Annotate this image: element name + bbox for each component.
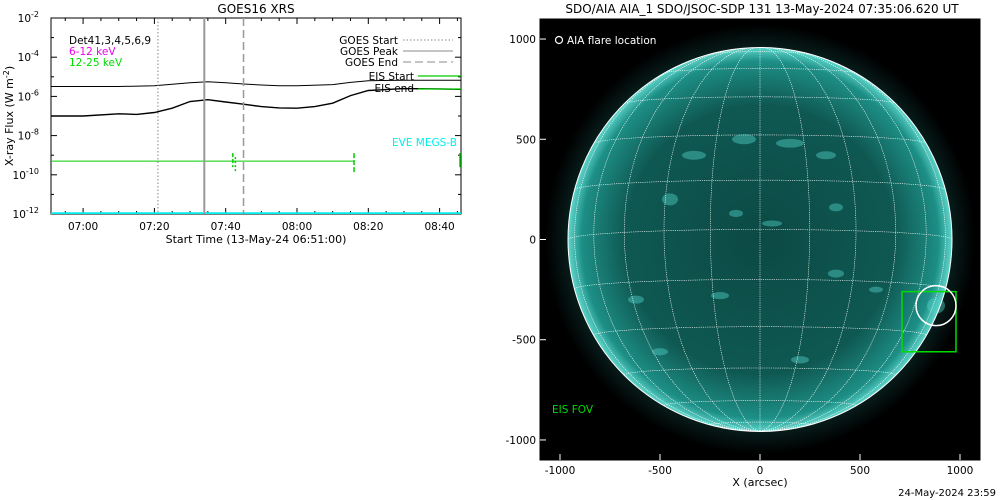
grid-line: [759, 47, 897, 432]
flare-location-circle: [915, 284, 957, 327]
goes-markers-group: [157, 18, 461, 214]
goes-y-tick-label: 10-4: [18, 49, 39, 64]
grid-line: [574, 51, 761, 432]
goes-y-axis: 10-12 10-10 10-8 10-6 10-4 10-2: [13, 10, 461, 221]
grid-line: [710, 421, 810, 425]
active-region: [869, 286, 883, 293]
footer-timestamp: 24-May-2024 23:59: [898, 488, 996, 499]
active-region: [776, 138, 804, 148]
legend-eis-end: EIS end: [374, 83, 414, 95]
aia-y-axis: -1000 -500 0 500 1000: [505, 34, 546, 447]
goes-title: GOES16 XRS: [217, 2, 294, 16]
legend-eve-megs-b: EVE MEGS-B: [392, 137, 457, 149]
grid-line: [663, 47, 761, 432]
aia-y-tick-label: 0: [529, 235, 536, 247]
aia-y-tick-label: -500: [512, 335, 536, 347]
active-region: [682, 150, 706, 160]
goes-x-tick-label: 07:00: [68, 221, 98, 233]
aia-y-tick-label: -1000: [505, 435, 536, 447]
goes-x-axis: 07:00 07:20 07:40 08:00 08:20 08:40: [64, 18, 458, 233]
goes-x-tick-label: 07:40: [211, 221, 241, 233]
heliographic-grid: [567, 47, 953, 432]
grid-line: [623, 367, 897, 376]
aia-x-tick-label: 500: [850, 465, 870, 477]
goes-x-tick-label: 08:00: [282, 221, 312, 233]
aia-y-tick-label: 1000: [509, 34, 536, 46]
goes-ylabel: X-ray Flux (W m-2): [2, 66, 16, 166]
aia-x-tick-label: 1000: [947, 465, 974, 477]
active-region: [711, 292, 729, 300]
goes-y-tick-label: 10-8: [18, 128, 39, 143]
aia-panel: SDO/AIA AIA_1 SDO/JSOC-SDP 131 13-May-20…: [505, 2, 996, 499]
active-region: [816, 151, 836, 160]
goes-series-group: [51, 79, 461, 214]
active-region: [762, 220, 782, 227]
goes-y-tick-label: 10-10: [13, 167, 39, 182]
goes-y-tick-label: 10-6: [18, 88, 39, 103]
goes-xlabel: Start Time (13-May-24 06:51:00): [166, 233, 347, 246]
grid-line: [623, 47, 761, 432]
legend-goes-start: GOES Start: [339, 35, 398, 47]
goes-plot-frame: [50, 17, 462, 215]
aia-y-tick-label: 500: [516, 134, 536, 146]
goes-plot-area: [51, 18, 461, 214]
grid-line: [759, 51, 946, 432]
goes-legend: Det41,3,4,5,6,9 6-12 keV 12-25 keV GOES …: [69, 35, 461, 149]
aia-x-tick-label: -1000: [545, 465, 576, 477]
flare-legend-circle-icon: [554, 35, 564, 45]
goes-x-tick-label: 07:20: [139, 221, 169, 233]
legend-band-12-25: 12-25 keV: [69, 57, 123, 69]
aia-x-tick-label: 0: [757, 465, 764, 477]
grid-line: [664, 68, 856, 74]
grid-line: [759, 47, 857, 432]
goes-series-line: [51, 87, 461, 117]
legend-goes-peak: GOES Peak: [340, 46, 399, 58]
grid-line: [624, 96, 896, 104]
eis-fov-label: EIS FOV: [552, 404, 594, 416]
grid-line: [593, 48, 761, 432]
flare-legend-label: AIA flare location: [567, 35, 656, 47]
grid-line: [593, 326, 927, 336]
grid-line: [759, 48, 927, 432]
legend-band-6-12: 6-12 keV: [69, 46, 116, 58]
active-region: [828, 269, 844, 278]
limb-circle: [567, 47, 953, 432]
legend-goes-end: GOES End: [345, 57, 398, 69]
active-region: [791, 356, 809, 364]
legend-eis-start: EIS Start: [369, 71, 414, 83]
active-region: [829, 203, 843, 212]
aia-image: [544, 24, 976, 455]
goes-x-tick-label: 08:20: [353, 221, 383, 233]
goes-y-tick-label: 10-2: [18, 10, 39, 25]
goes-y-tick-label: 10-12: [13, 206, 39, 221]
active-region: [652, 348, 668, 356]
aia-xlabel: X (arcsec): [732, 476, 787, 489]
goes-x-tick-label: 08:40: [424, 221, 454, 233]
legend-detectors: Det41,3,4,5,6,9: [69, 35, 151, 47]
goes-panel: GOES16 XRS 10-12 10-10 10-8 10-6 10-4 10-2 07…: [2, 2, 462, 246]
active-region: [628, 295, 644, 304]
aia-overlays: [901, 284, 957, 353]
active-region: [729, 209, 743, 218]
goes-series-line: [51, 79, 461, 87]
aia-title: SDO/AIA AIA_1 SDO/JSOC-SDP 131 13-May-20…: [565, 2, 959, 16]
aia-x-axis: -1000 -500 0 500 1000: [545, 454, 974, 477]
active-region: [732, 134, 756, 145]
aia-x-tick-label: -500: [648, 465, 672, 477]
eis-fov-box: [901, 290, 957, 353]
active-region: [662, 193, 678, 206]
